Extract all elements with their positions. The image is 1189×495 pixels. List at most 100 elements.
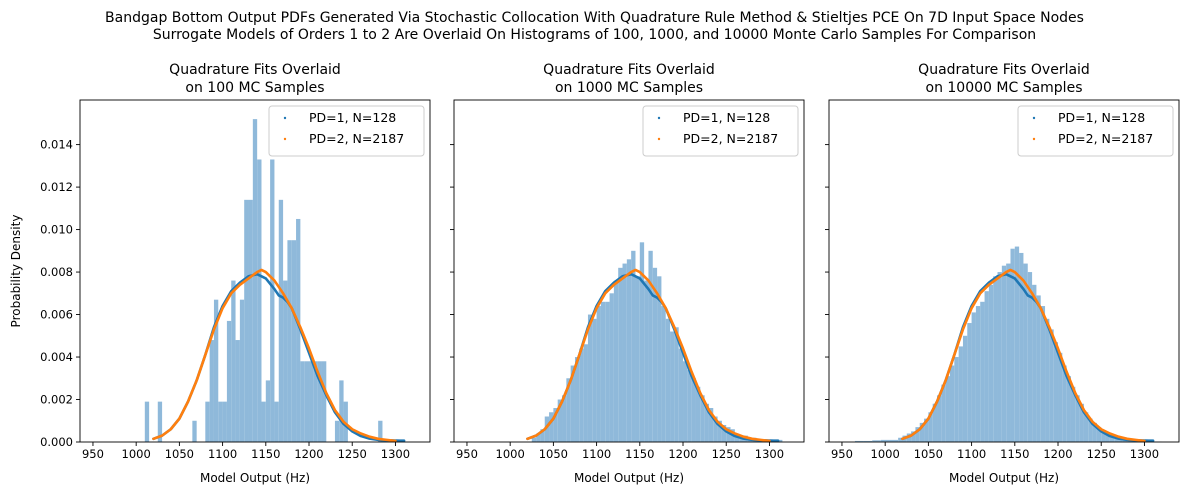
figure-suptitle-line1: Bandgap Bottom Output PDFs Generated Via… xyxy=(105,10,1084,26)
histogram-bar xyxy=(313,361,318,442)
histogram-bar xyxy=(708,408,714,442)
legend-box xyxy=(642,105,799,157)
histogram-bar xyxy=(287,240,292,442)
histogram-bar xyxy=(631,250,636,442)
histogram-bar xyxy=(583,344,588,442)
legend-label: PD=1, N=128 xyxy=(1058,110,1145,125)
histogram-bar xyxy=(962,335,968,442)
histogram-bar xyxy=(726,427,731,442)
histogram-bar xyxy=(278,199,284,442)
legend: PD=1, N=128 PD=2, N=2187 xyxy=(268,105,425,157)
legend: PD=1, N=128 PD=2, N=2187 xyxy=(1017,105,1174,157)
histogram-bar xyxy=(1032,284,1037,442)
histogram-bar xyxy=(304,361,310,442)
histogram-bar xyxy=(1045,318,1050,442)
legend-marker xyxy=(1032,137,1036,141)
histogram-bar xyxy=(283,280,288,442)
legend-label: PD=2, N=2187 xyxy=(309,131,404,146)
histogram-bar xyxy=(700,395,705,442)
histogram-bar xyxy=(218,401,223,442)
x-tick-label: 1100 xyxy=(582,447,611,461)
histogram-bar xyxy=(717,420,722,442)
histogram-bar xyxy=(988,284,994,442)
x-tick-label: 1100 xyxy=(957,447,986,461)
histogram-bar xyxy=(339,380,344,442)
legend-marker xyxy=(657,116,661,120)
y-tick-label: 0.000 xyxy=(40,435,73,449)
histogram-bar xyxy=(226,320,232,442)
legend-marker xyxy=(657,137,661,141)
histogram-bar xyxy=(622,263,627,442)
histogram-bar xyxy=(378,420,383,442)
y-tick-label: 0.002 xyxy=(40,393,73,407)
histogram-bar xyxy=(713,416,718,442)
histogram-bar xyxy=(1049,329,1054,442)
x-tick-label: 1050 xyxy=(539,447,568,461)
x-axis-label: Model Output (Hz) xyxy=(200,471,310,485)
histogram-bar xyxy=(600,301,606,442)
panel-title-line1: Quadrature Fits Overlaid xyxy=(543,62,715,78)
histogram-bar xyxy=(1079,403,1084,442)
axes-frame xyxy=(79,99,431,443)
histogram-bar xyxy=(1058,352,1063,442)
histogram-bar xyxy=(261,401,266,442)
histogram-bar xyxy=(192,420,197,442)
histogram-bar xyxy=(544,416,550,442)
legend-label: PD=2, N=2187 xyxy=(1058,131,1153,146)
legend-label: PD=2, N=2187 xyxy=(683,131,778,146)
histogram-bar xyxy=(244,199,249,442)
histogram-bar xyxy=(721,425,727,442)
legend-box xyxy=(1017,105,1174,157)
legend-label: PD=1, N=128 xyxy=(683,110,770,125)
axes-frame xyxy=(828,99,1180,443)
histogram-bar xyxy=(531,437,537,442)
panel-title-line2: on 100 MC Samples xyxy=(185,80,324,96)
histogram-bar xyxy=(1114,437,1119,442)
histogram-bar xyxy=(635,276,640,442)
histogram-bar xyxy=(309,361,314,442)
histogram-bar xyxy=(562,395,567,442)
histogram-bar xyxy=(911,431,916,442)
histogram-bar xyxy=(993,276,998,442)
histogram-bar xyxy=(257,159,262,443)
histogram-bar xyxy=(980,301,985,442)
y-axis-label: Probability Density xyxy=(9,215,23,328)
histogram-bar xyxy=(1075,395,1080,442)
histogram-bar xyxy=(609,293,614,442)
histogram-bar xyxy=(863,440,873,442)
histogram-bar xyxy=(652,267,658,442)
histogram-bar xyxy=(291,240,297,442)
histogram-bar xyxy=(334,420,340,442)
legend-box xyxy=(268,105,425,157)
histogram-bar xyxy=(566,378,571,442)
histogram-bar xyxy=(296,218,301,442)
x-tick-label: 1100 xyxy=(208,447,237,461)
legend-marker xyxy=(283,137,287,141)
histogram-bar xyxy=(570,365,575,442)
histogram-bar xyxy=(596,306,601,442)
x-tick-label: 1300 xyxy=(381,447,410,461)
histogram-bar xyxy=(536,433,541,442)
histogram-bar xyxy=(949,365,955,442)
legend-marker xyxy=(283,116,287,120)
histogram-bar xyxy=(674,327,679,442)
x-tick-label: 1150 xyxy=(625,447,654,461)
y-tick-label: 0.014 xyxy=(40,138,73,152)
histogram-bar xyxy=(932,403,938,442)
histogram-bar xyxy=(971,312,976,442)
histogram-bar xyxy=(1027,272,1033,442)
histogram-bar xyxy=(661,306,666,442)
histogram-bar xyxy=(1019,252,1024,442)
histogram-bar xyxy=(880,439,890,442)
x-tick-label: 1300 xyxy=(755,447,784,461)
histogram-bar xyxy=(540,429,545,442)
histogram-bar xyxy=(553,408,558,442)
histogram-bar xyxy=(1083,412,1089,442)
histogram-bar xyxy=(1105,433,1110,442)
histogram-bar xyxy=(678,348,684,442)
histogram-bar xyxy=(695,386,701,442)
x-tick-label: 1000 xyxy=(496,447,525,461)
histogram-bar xyxy=(321,361,327,442)
histogram-bar xyxy=(889,439,899,442)
